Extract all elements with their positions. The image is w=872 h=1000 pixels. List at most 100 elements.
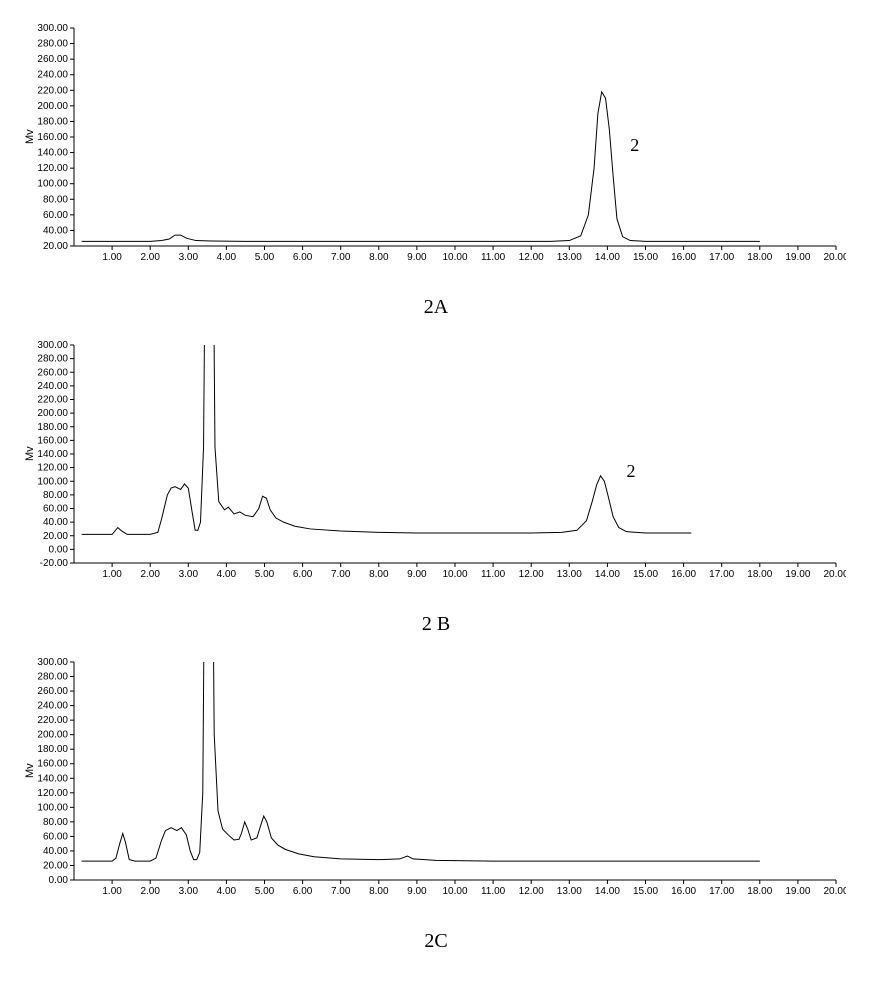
y-tick-label: 60.00	[43, 210, 68, 221]
y-tick-label: 160.00	[37, 132, 68, 143]
x-tick-label: 14.00	[595, 252, 620, 263]
chromatogram-figure: 20.0040.0060.0080.00100.00120.00140.0016…	[10, 20, 862, 953]
x-tick-label: 9.00	[407, 252, 427, 263]
y-tick-label: 160.00	[37, 759, 68, 770]
x-tick-label: 5.00	[255, 252, 275, 263]
x-tick-label: 3.00	[179, 886, 199, 897]
x-tick-label: 10.00	[442, 569, 467, 580]
panel-c: 0.0020.0040.0060.0080.00100.00120.00140.…	[10, 654, 862, 953]
chromatogram-trace	[82, 337, 692, 534]
y-tick-label: 80.00	[43, 194, 68, 205]
x-tick-label: 3.00	[179, 252, 199, 263]
x-tick-label: 5.00	[255, 886, 275, 897]
x-tick-label: 16.00	[671, 569, 696, 580]
x-tick-label: 20.00	[823, 569, 846, 580]
y-tick-label: 140.00	[37, 148, 68, 159]
x-tick-label: 19.00	[785, 252, 810, 263]
chart-area: 20.0040.0060.0080.00100.00120.00140.0016…	[26, 20, 846, 290]
x-tick-label: 8.00	[369, 569, 389, 580]
y-tick-label: 20.00	[43, 531, 68, 542]
chart-area: -20.000.0020.0040.0060.0080.00100.00120.…	[26, 337, 846, 607]
y-tick-label: 20.00	[43, 860, 68, 871]
x-tick-label: 20.00	[823, 252, 846, 263]
y-tick-label: 0.00	[49, 544, 69, 555]
x-tick-label: 7.00	[331, 569, 351, 580]
x-tick-label: 1.00	[102, 252, 122, 263]
x-tick-label: 13.00	[557, 886, 582, 897]
y-tick-label: 220.00	[37, 395, 68, 406]
x-tick-label: 18.00	[747, 569, 772, 580]
x-tick-label: 2.00	[140, 886, 160, 897]
y-tick-label: 280.00	[37, 354, 68, 365]
y-axis-label: Mv	[24, 130, 36, 145]
chromatogram-trace	[82, 92, 760, 241]
y-tick-label: 180.00	[37, 744, 68, 755]
y-tick-label: 80.00	[43, 817, 68, 828]
panel-label: 2A	[10, 296, 862, 319]
y-tick-label: 180.00	[37, 116, 68, 127]
x-tick-label: 14.00	[595, 886, 620, 897]
chromatogram-svg: -20.000.0020.0040.0060.0080.00100.00120.…	[26, 337, 846, 587]
y-tick-label: 240.00	[37, 381, 68, 392]
y-tick-label: 100.00	[37, 476, 68, 487]
x-tick-label: 18.00	[747, 252, 772, 263]
x-tick-label: 1.00	[102, 886, 122, 897]
y-tick-label: 140.00	[37, 773, 68, 784]
x-tick-label: 15.00	[633, 886, 658, 897]
y-tick-label: 40.00	[43, 517, 68, 528]
y-tick-label: 260.00	[37, 367, 68, 378]
x-tick-label: 11.00	[481, 886, 506, 897]
y-tick-label: 80.00	[43, 490, 68, 501]
x-tick-label: 10.00	[442, 886, 467, 897]
x-tick-label: 8.00	[369, 252, 389, 263]
y-tick-label: 240.00	[37, 701, 68, 712]
x-tick-label: 19.00	[785, 886, 810, 897]
y-tick-label: 140.00	[37, 449, 68, 460]
x-tick-label: 15.00	[633, 569, 658, 580]
y-tick-label: 120.00	[37, 163, 68, 174]
y-tick-label: 260.00	[37, 686, 68, 697]
x-tick-label: 15.00	[633, 252, 658, 263]
x-tick-label: 2.00	[140, 252, 160, 263]
panel-b: -20.000.0020.0040.0060.0080.00100.00120.…	[10, 337, 862, 636]
x-tick-label: 9.00	[407, 569, 427, 580]
x-tick-label: 4.00	[217, 886, 237, 897]
chromatogram-svg: 0.0020.0040.0060.0080.00100.00120.00140.…	[26, 654, 846, 904]
y-tick-label: 200.00	[37, 730, 68, 741]
x-tick-label: 12.00	[519, 569, 544, 580]
y-tick-label: 300.00	[37, 340, 68, 351]
y-axis-label: Mv	[24, 764, 36, 779]
x-tick-label: 9.00	[407, 886, 427, 897]
x-tick-label: 13.00	[557, 252, 582, 263]
chromatogram-svg: 20.0040.0060.0080.00100.00120.00140.0016…	[26, 20, 846, 270]
x-tick-label: 8.00	[369, 886, 389, 897]
y-tick-label: 220.00	[37, 715, 68, 726]
x-tick-label: 16.00	[671, 886, 696, 897]
y-tick-label: 280.00	[37, 672, 68, 683]
x-tick-label: 4.00	[217, 252, 237, 263]
x-tick-label: 6.00	[293, 569, 313, 580]
x-tick-label: 11.00	[481, 252, 506, 263]
chart-area: 0.0020.0040.0060.0080.00100.00120.00140.…	[26, 654, 846, 924]
x-tick-label: 20.00	[823, 886, 846, 897]
x-tick-label: 4.00	[217, 569, 237, 580]
y-tick-label: 240.00	[37, 70, 68, 81]
y-tick-label: 260.00	[37, 54, 68, 65]
y-tick-label: 120.00	[37, 463, 68, 474]
y-tick-label: 40.00	[43, 846, 68, 857]
x-tick-label: 3.00	[179, 569, 199, 580]
y-tick-label: 200.00	[37, 408, 68, 419]
x-tick-label: 7.00	[331, 252, 351, 263]
x-tick-label: 17.00	[709, 886, 734, 897]
y-tick-label: 60.00	[43, 831, 68, 842]
peak-annotation: 2	[630, 135, 639, 156]
x-tick-label: 16.00	[671, 252, 696, 263]
y-tick-label: 200.00	[37, 101, 68, 112]
y-tick-label: 100.00	[37, 802, 68, 813]
x-tick-label: 17.00	[709, 252, 734, 263]
y-tick-label: -20.00	[40, 558, 69, 569]
x-tick-label: 6.00	[293, 252, 313, 263]
x-tick-label: 11.00	[481, 569, 506, 580]
y-tick-label: 120.00	[37, 788, 68, 799]
panel-label: 2 B	[10, 613, 862, 636]
